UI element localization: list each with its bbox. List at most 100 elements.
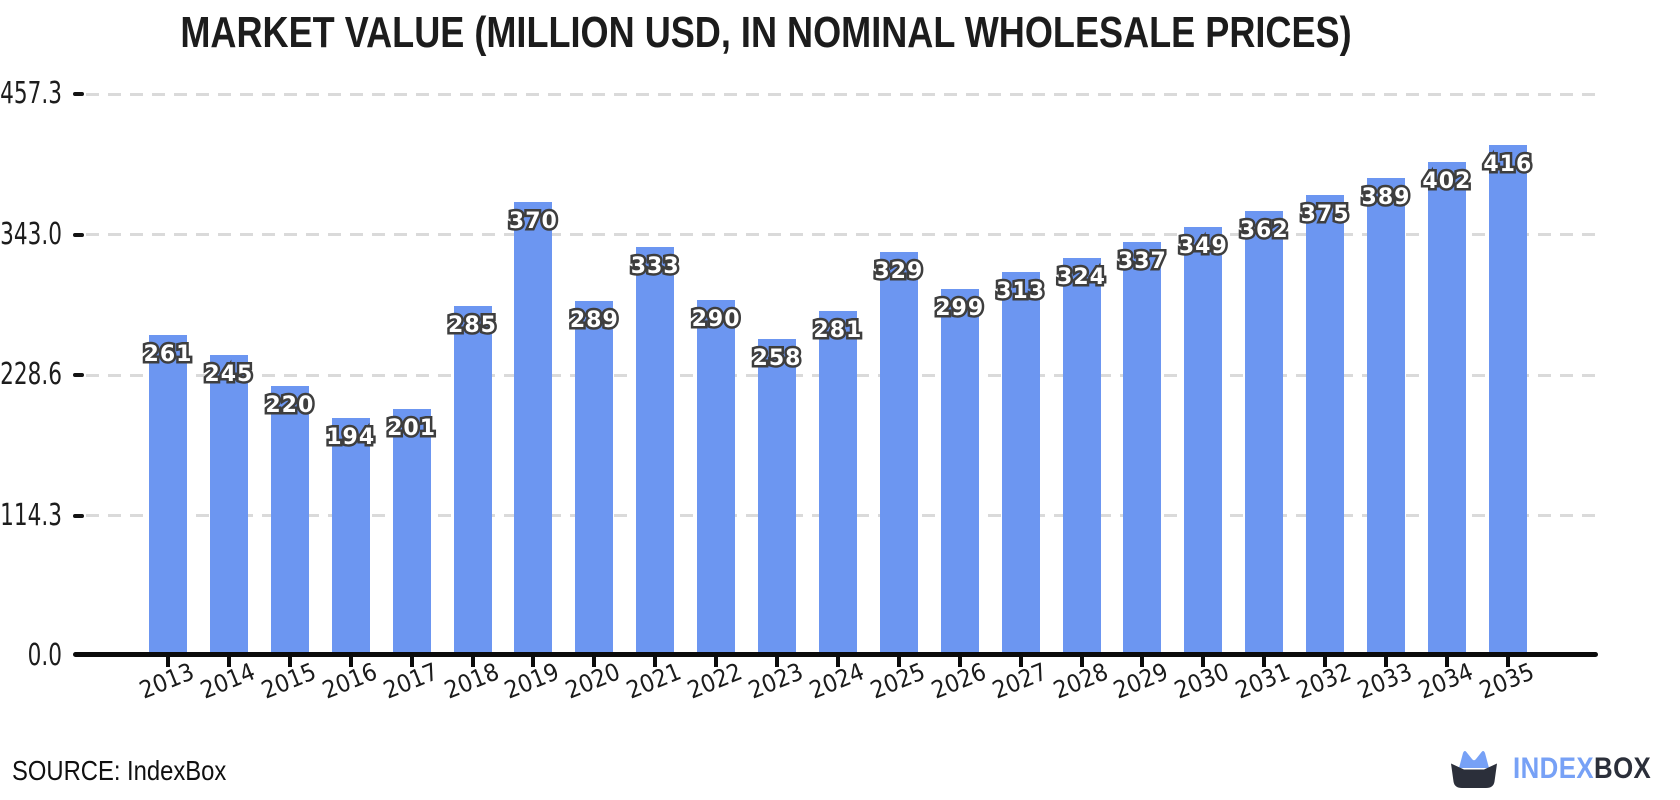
- x-tick-label-2021: 2021: [622, 657, 686, 705]
- x-tick-label-2028: 2028: [1048, 657, 1112, 705]
- x-tick-label-2014: 2014: [196, 657, 259, 705]
- x-tick-mark-2020: [592, 657, 597, 667]
- x-tick-mark-2029: [1140, 657, 1145, 667]
- x-tick-label-2024: 2024: [805, 657, 868, 705]
- bar-value-label-2018: 285: [446, 311, 499, 339]
- bar-2017: [392, 409, 431, 656]
- bar-2035: [1488, 145, 1527, 656]
- source-text: SOURCE: IndexBox: [12, 755, 227, 786]
- bar-value-label-2017: 201: [385, 415, 438, 443]
- bar-value-label-2035: 416: [1481, 151, 1534, 179]
- bar-2025: [879, 251, 918, 656]
- indexbox-logo: INDEXBOX: [1449, 748, 1674, 789]
- y-tick-label-0.0: 0.0: [27, 638, 62, 673]
- x-tick-mark-2021: [653, 657, 658, 667]
- y-tick-label-457.3: 457.3: [0, 76, 63, 112]
- bar-value-label-2019: 370: [506, 207, 559, 235]
- x-tick-mark-2034: [1444, 657, 1449, 667]
- bar-value-label-2025: 329: [872, 257, 925, 285]
- x-tick-mark-2019: [531, 657, 536, 667]
- bar-value-label-2022: 290: [689, 305, 742, 333]
- x-tick-label-2015: 2015: [257, 657, 320, 705]
- x-tick-mark-2018: [470, 657, 475, 667]
- bar-value-label-2020: 289: [567, 306, 620, 334]
- x-tick-label-2017: 2017: [379, 657, 442, 705]
- x-tick-mark-2025: [896, 657, 901, 667]
- box-cat-logo-icon: [1451, 751, 1497, 788]
- bar-value-label-2013: 261: [141, 341, 194, 369]
- bar-value-label-2024: 281: [811, 316, 864, 344]
- bar-value-label-2015: 220: [263, 391, 316, 419]
- x-tick-mark-2031: [1262, 657, 1267, 667]
- bar-value-label-2028: 324: [1055, 263, 1108, 291]
- gridline-228.6: [86, 373, 1597, 377]
- x-tick-label-2018: 2018: [439, 657, 503, 705]
- x-axis-line: [73, 652, 1598, 657]
- bar-2020: [575, 301, 614, 656]
- x-tick-label-2016: 2016: [318, 657, 381, 705]
- y-tick-mark-457.3: [73, 92, 84, 97]
- bar-2015: [270, 385, 309, 656]
- x-tick-mark-2033: [1384, 657, 1388, 667]
- bar-2014: [209, 355, 248, 656]
- bar-value-label-2027: 313: [994, 277, 1047, 305]
- x-tick-label-2023: 2023: [744, 657, 808, 705]
- y-tick-label-343.0: 343.0: [0, 216, 63, 252]
- logo-cat-ears-shape: [1459, 751, 1489, 768]
- bar-value-label-2023: 258: [750, 345, 803, 373]
- x-tick-mark-2013: [166, 657, 170, 667]
- bar-2023: [758, 339, 796, 656]
- y-tick-mark-114.3: [73, 513, 84, 518]
- gridline-343.0: [86, 233, 1597, 237]
- x-tick-label-2013: 2013: [135, 657, 199, 705]
- x-tick-mark-2024: [835, 657, 840, 667]
- x-tick-mark-2035: [1505, 657, 1510, 667]
- x-tick-label-2034: 2034: [1414, 657, 1477, 705]
- bar-2013: [149, 335, 187, 656]
- x-tick-mark-2027: [1018, 657, 1023, 667]
- x-tick-label-2035: 2035: [1475, 657, 1538, 705]
- x-tick-label-2032: 2032: [1292, 657, 1356, 705]
- chart-title: MARKET VALUE (MILLION USD, IN NOMINAL WH…: [180, 8, 1352, 57]
- bar-2033: [1367, 178, 1405, 656]
- bar-2024: [818, 310, 857, 656]
- x-tick-label-2030: 2030: [1170, 657, 1234, 705]
- x-tick-label-2022: 2022: [683, 657, 747, 705]
- x-tick-label-2031: 2031: [1231, 657, 1295, 705]
- logo-text-box: BOX: [1594, 751, 1652, 785]
- x-tick-mark-2026: [957, 657, 962, 667]
- x-tick-mark-2017: [409, 657, 414, 667]
- x-tick-mark-2030: [1201, 657, 1206, 667]
- bar-value-label-2030: 349: [1176, 233, 1229, 261]
- bar-2021: [636, 247, 675, 656]
- gridline-457.3: [86, 92, 1597, 96]
- bar-2016: [331, 417, 370, 656]
- bar-value-label-2034: 402: [1420, 168, 1473, 196]
- bar-2019: [514, 201, 553, 656]
- bar-2022: [697, 299, 736, 656]
- bar-value-label-2033: 389: [1359, 184, 1412, 212]
- x-tick-mark-2032: [1323, 657, 1328, 667]
- x-tick-mark-2023: [775, 657, 779, 667]
- logo-text-index: INDEX: [1513, 751, 1595, 785]
- x-tick-mark-2028: [1079, 657, 1084, 667]
- bar-2027: [1001, 271, 1040, 656]
- y-tick-label-114.3: 114.3: [0, 497, 63, 533]
- x-tick-label-2026: 2026: [927, 657, 990, 705]
- x-tick-label-2019: 2019: [500, 657, 564, 705]
- logo-box-shape: [1451, 763, 1497, 788]
- bar-2032: [1306, 195, 1345, 656]
- bar-value-label-2014: 245: [202, 361, 255, 389]
- bar-value-label-2032: 375: [1298, 201, 1351, 229]
- bar-2029: [1123, 242, 1162, 656]
- x-tick-mark-2014: [226, 657, 231, 667]
- y-tick-mark-228.6: [73, 373, 84, 378]
- bar-2028: [1062, 258, 1101, 656]
- bar-value-label-2021: 333: [628, 252, 681, 280]
- bar-2031: [1245, 211, 1284, 656]
- x-tick-mark-2016: [348, 657, 353, 667]
- x-tick-label-2033: 2033: [1353, 657, 1417, 705]
